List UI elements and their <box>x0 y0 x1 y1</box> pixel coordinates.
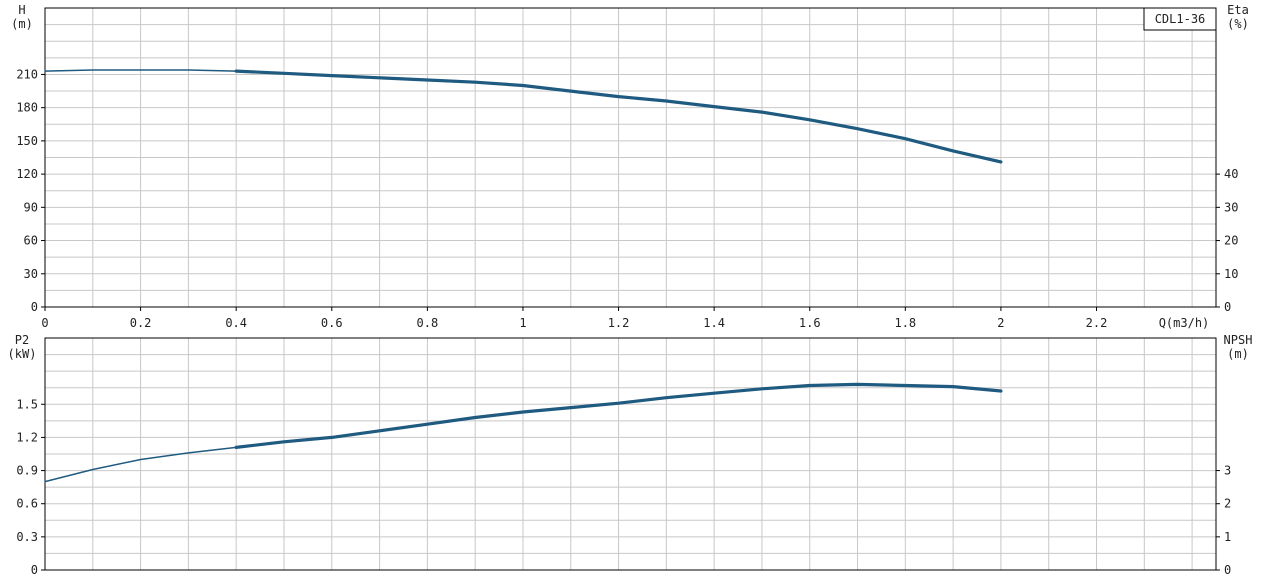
y-left-title: P2 <box>15 333 29 347</box>
series-line <box>234 382 1003 449</box>
y-left-tick-label: 0.6 <box>16 497 38 511</box>
x-tick-label: 1 <box>519 316 526 330</box>
x-tick-label: 1.8 <box>894 316 916 330</box>
x-tick-label: 1.4 <box>703 316 725 330</box>
y-right-tick-label: 3 <box>1224 464 1231 478</box>
y-right-tick-label: 10 <box>1224 267 1238 281</box>
y-right-unit: (m) <box>1227 347 1249 361</box>
x-tick-label: 0.8 <box>417 316 439 330</box>
y-right-tick-label: 0 <box>1224 563 1231 577</box>
y-left-unit: (kW) <box>8 347 37 361</box>
x-axis-title: Q(m3/h) <box>1159 316 1210 330</box>
y-right-title: Eta <box>1227 3 1249 17</box>
legend-label: CDL1-36 <box>1155 12 1206 26</box>
series-line-thin <box>44 69 237 72</box>
plot-frame <box>44 337 1217 571</box>
y-left-tick-label: 210 <box>16 67 38 81</box>
x-tick-label: 0.6 <box>321 316 343 330</box>
y-left-tick-label: 0 <box>31 300 38 314</box>
y-left-tick-label: 0.9 <box>16 464 38 478</box>
y-left-tick-label: 30 <box>24 267 38 281</box>
x-tick-label: 0 <box>41 316 48 330</box>
y-right-title: NPSH <box>1224 333 1253 347</box>
y-right-tick-label: 40 <box>1224 167 1238 181</box>
legend-box <box>1143 7 1217 31</box>
y-right-unit: (%) <box>1227 17 1249 31</box>
y-right-tick-label: 20 <box>1224 234 1238 248</box>
series-line-thin <box>44 446 237 483</box>
y-left-unit: (m) <box>11 17 33 31</box>
y-left-tick-label: 90 <box>24 200 38 214</box>
x-tick-label: 2.2 <box>1086 316 1108 330</box>
series-line <box>234 69 1003 164</box>
y-left-tick-label: 120 <box>16 167 38 181</box>
y-left-title: H <box>18 3 25 17</box>
y-right-tick-label: 2 <box>1224 497 1231 511</box>
x-tick-label: 0.2 <box>130 316 152 330</box>
y-right-tick-label: 30 <box>1224 200 1238 214</box>
x-tick-label: 2 <box>997 316 1004 330</box>
panel-head: 0 30 60 90 120 150 180 210 0 10 20 30 40 H(m) Eta(%) 0 0… <box>11 3 1249 330</box>
y-left-tick-label: 1.5 <box>16 397 38 411</box>
y-left-tick-label: 0 <box>31 563 38 577</box>
plot-frame <box>44 7 1217 308</box>
y-left-tick-label: 150 <box>16 134 38 148</box>
y-left-tick-label: 0.3 <box>16 530 38 544</box>
y-right-tick-label: 0 <box>1224 300 1231 314</box>
x-tick-label: 1.6 <box>799 316 821 330</box>
x-tick-label: 0.4 <box>225 316 247 330</box>
y-left-tick-label: 180 <box>16 101 38 115</box>
y-left-tick-label: 1.2 <box>16 430 38 444</box>
y-right-tick-label: 1 <box>1224 530 1231 544</box>
y-left-tick-label: 60 <box>24 234 38 248</box>
panel-power: 0 0.3 0.6 0.9 1.2 1.5 0 1 2 3 P2(kW) NPSH(m) <box>8 333 1253 577</box>
x-tick-label: 1.2 <box>608 316 630 330</box>
